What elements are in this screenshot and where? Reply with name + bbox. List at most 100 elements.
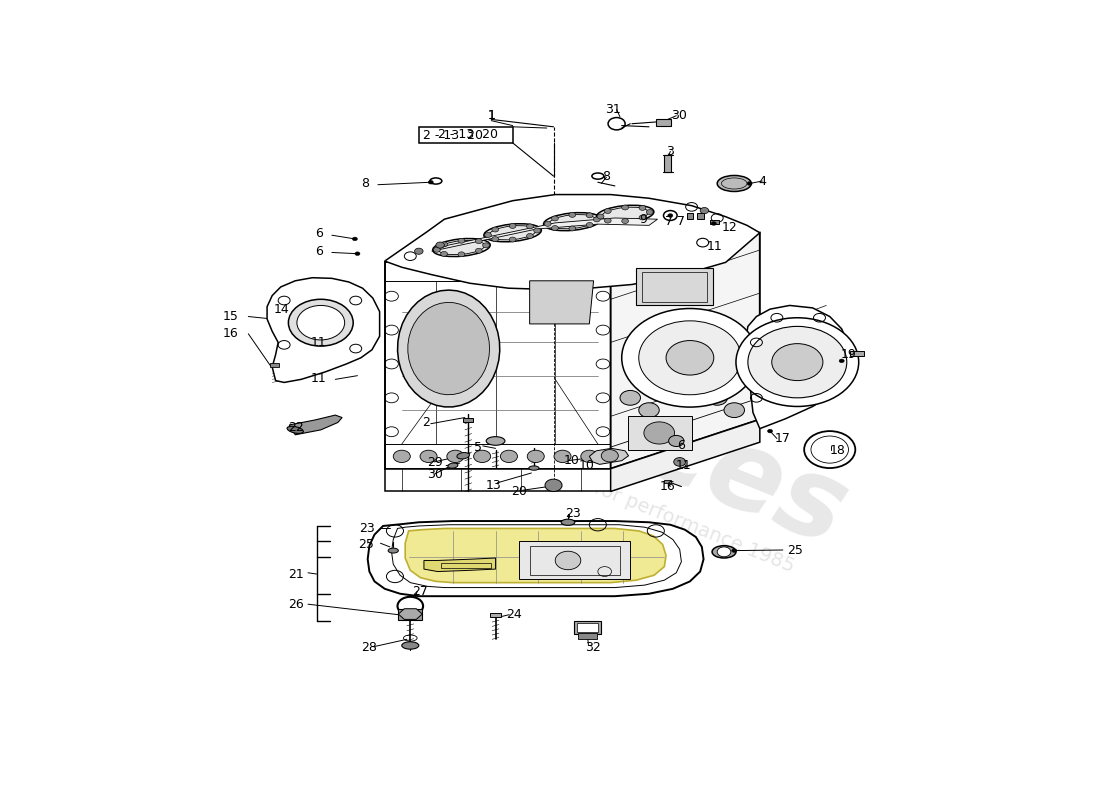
Ellipse shape [432,238,491,257]
Polygon shape [385,469,611,491]
Ellipse shape [712,546,736,558]
Circle shape [748,326,847,398]
Bar [419,127,513,143]
Circle shape [544,479,562,491]
Bar [530,546,620,575]
Circle shape [717,547,730,557]
Circle shape [604,218,612,223]
Ellipse shape [388,548,398,553]
Text: 4: 4 [758,174,766,187]
Ellipse shape [448,463,458,468]
Bar [664,480,671,483]
Text: 29: 29 [427,456,443,469]
Circle shape [639,402,659,418]
Text: 9: 9 [639,213,647,226]
Ellipse shape [287,426,304,434]
Text: 2: 2 [421,416,430,429]
Circle shape [593,217,601,222]
Text: 15: 15 [222,310,238,323]
Circle shape [428,180,433,184]
Bar [628,416,692,450]
Circle shape [492,227,498,232]
Bar [519,541,630,579]
Bar [491,614,501,617]
Circle shape [772,344,823,381]
Circle shape [602,450,618,462]
Polygon shape [398,609,422,619]
Bar [463,418,473,422]
Text: eurces: eurces [436,314,862,569]
Text: 10: 10 [563,454,580,467]
Bar [686,213,693,219]
Bar [656,119,671,126]
Circle shape [707,390,727,406]
Circle shape [581,450,598,462]
Circle shape [621,309,758,407]
Polygon shape [397,290,499,407]
Text: 28: 28 [362,642,377,654]
Ellipse shape [486,437,505,446]
Circle shape [352,237,358,241]
Polygon shape [367,521,704,596]
Text: 10: 10 [579,459,595,472]
Polygon shape [385,194,760,290]
Circle shape [551,226,559,230]
Bar [711,220,719,224]
Polygon shape [590,448,628,464]
Polygon shape [289,415,342,435]
Ellipse shape [543,213,601,230]
Text: 11: 11 [311,336,327,349]
Text: 16: 16 [660,480,675,493]
Circle shape [500,450,517,462]
Text: 11: 11 [311,372,327,385]
Circle shape [732,549,737,553]
Circle shape [667,341,714,375]
Text: 6: 6 [316,227,323,241]
Circle shape [458,252,465,257]
Circle shape [509,223,516,229]
Text: 3: 3 [666,145,674,158]
Circle shape [527,224,534,229]
Text: 1: 1 [487,110,495,122]
Bar [850,351,864,356]
Bar [579,633,597,639]
Ellipse shape [561,519,575,526]
Circle shape [447,450,464,462]
Text: 6: 6 [316,245,323,258]
Circle shape [474,450,491,462]
Circle shape [544,222,551,226]
Text: 8: 8 [362,177,370,190]
Ellipse shape [484,224,541,242]
Circle shape [639,321,741,394]
Circle shape [586,222,593,227]
Circle shape [458,238,465,243]
Circle shape [554,450,571,462]
Circle shape [441,251,448,256]
Circle shape [604,209,612,214]
Bar [636,269,713,306]
Circle shape [394,450,410,462]
Text: 16: 16 [222,327,238,340]
Circle shape [586,213,593,218]
Text: 11: 11 [675,459,691,472]
Circle shape [736,318,859,406]
Text: 21: 21 [288,567,304,581]
Text: 25: 25 [359,538,374,551]
Circle shape [700,207,708,214]
Text: 30: 30 [427,468,443,482]
Text: 7: 7 [676,215,685,228]
Text: 2 - 13  20: 2 - 13 20 [438,128,498,142]
Text: 31: 31 [605,103,621,116]
Circle shape [768,430,772,433]
Text: 18: 18 [829,444,846,458]
Polygon shape [267,278,380,382]
Polygon shape [610,419,760,491]
Bar [642,272,707,302]
Ellipse shape [456,453,470,459]
Polygon shape [408,302,490,394]
Text: 12: 12 [722,222,737,234]
Polygon shape [746,306,850,429]
Text: 24: 24 [506,608,521,621]
Circle shape [839,359,844,362]
Text: 17: 17 [776,432,791,445]
